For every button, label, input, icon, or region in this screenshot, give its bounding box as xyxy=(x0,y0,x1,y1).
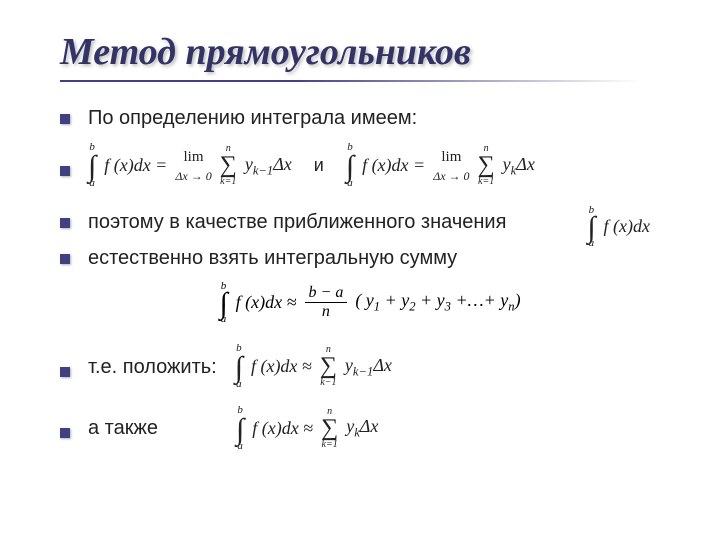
bullet-row-3: поэтому в качестве приближенного значени… xyxy=(60,208,680,236)
limit-1: lim Δx → 0 xyxy=(175,147,211,185)
bullet-row-6: а также b ∫ a f (x)dx ≈ n ∑ k=1 ykΔx xyxy=(60,403,680,455)
and-text: и xyxy=(314,153,324,178)
slide: Метод прямоугольников По определению инт… xyxy=(0,0,720,482)
bullet-icon xyxy=(60,218,70,228)
fraction: b − a n xyxy=(305,284,348,321)
bullet-row-2: b ∫ a f (x)dx = lim Δx → 0 n ∑ k=1 yk−1Δ… xyxy=(60,140,680,192)
sum-1: n ∑ k=1 xyxy=(220,142,237,189)
bullet-icon xyxy=(60,166,70,176)
text-put: т.е. положить: b ∫ a f (x)dx ≈ n ∑ k−1 y… xyxy=(88,341,680,393)
text-definition: По определению интеграла имеем: xyxy=(88,104,680,132)
bullet-icon xyxy=(60,428,70,438)
bullet-icon xyxy=(60,254,70,264)
formula-approx-sum: b ∫ a f (x)dx ≈ b − a n ( y1 + y2 + y3 +… xyxy=(60,280,680,325)
formula-limits: b ∫ a f (x)dx = lim Δx → 0 n ∑ k=1 yk−1Δ… xyxy=(88,140,680,192)
bullet-row-1: По определению интеграла имеем: xyxy=(60,104,680,132)
side-integral: b ∫ a f (x)dx xyxy=(587,204,650,249)
text-also: а также b ∫ a f (x)dx ≈ n ∑ k=1 ykΔx xyxy=(88,403,680,455)
bullet-row-5: т.е. положить: b ∫ a f (x)dx ≈ n ∑ k−1 y… xyxy=(60,341,680,393)
sum-2: n ∑ k=1 xyxy=(478,142,495,189)
limit-2: lim Δx → 0 xyxy=(433,147,469,185)
bullet-icon xyxy=(60,367,70,377)
integral-2: b ∫ a xyxy=(346,140,354,192)
slide-title: Метод прямоугольников xyxy=(60,30,680,74)
title-underline xyxy=(60,80,640,82)
integral-1: b ∫ a xyxy=(88,140,96,192)
bullet-icon xyxy=(60,114,70,124)
